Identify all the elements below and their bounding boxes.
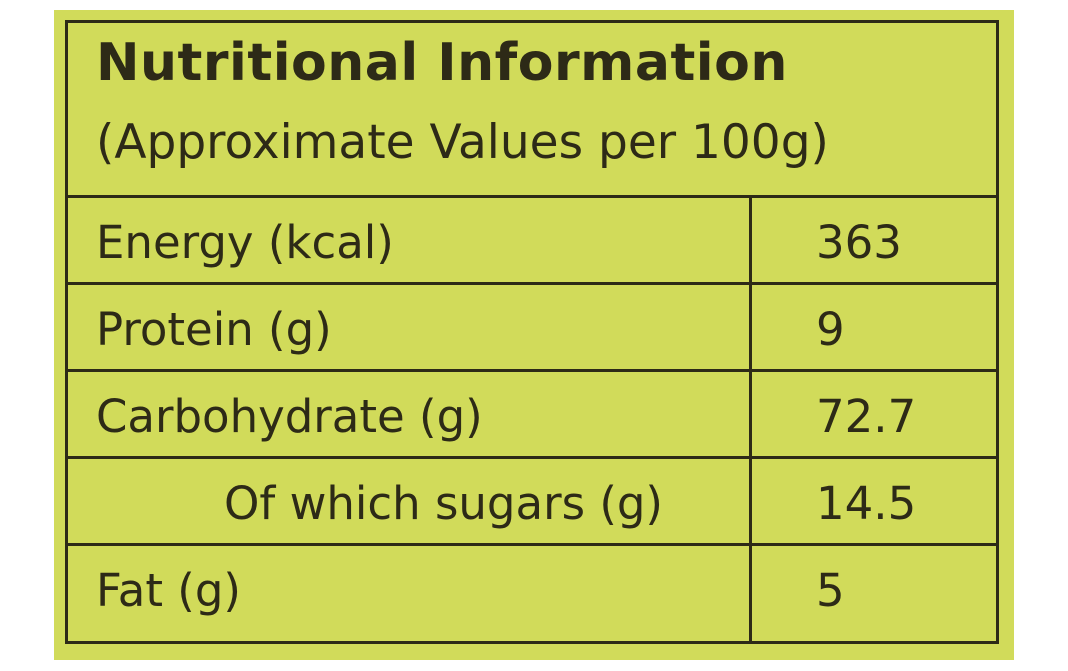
nutrient-label: Of which sugars (g) bbox=[224, 477, 663, 530]
table-subtitle: (Approximate Values per 100g) bbox=[96, 115, 829, 170]
nutrient-label: Carbohydrate (g) bbox=[96, 390, 483, 443]
nutrient-value: 72.7 bbox=[816, 390, 917, 443]
label-background bbox=[54, 10, 1014, 660]
table-row-energy: Energy (kcal) 363 bbox=[68, 198, 996, 285]
nutrition-table: Nutritional Information (Approximate Val… bbox=[65, 20, 999, 644]
nutrient-label: Fat (g) bbox=[96, 564, 241, 617]
nutrient-value: 363 bbox=[816, 216, 902, 269]
nutrient-value: 14.5 bbox=[816, 477, 917, 530]
nutrient-value: 9 bbox=[816, 303, 845, 356]
table-row-fat: Fat (g) 5 bbox=[68, 546, 996, 633]
nutrient-value: 5 bbox=[816, 564, 845, 617]
table-row-sugars: Of which sugars (g) 14.5 bbox=[68, 459, 996, 546]
nutrient-label: Energy (kcal) bbox=[96, 216, 394, 269]
table-title: Nutritional Information bbox=[96, 33, 788, 93]
table-row-carbohydrate: Carbohydrate (g) 72.7 bbox=[68, 372, 996, 459]
column-divider bbox=[749, 198, 752, 644]
table-header: Nutritional Information (Approximate Val… bbox=[68, 23, 996, 198]
table-row-protein: Protein (g) 9 bbox=[68, 285, 996, 372]
nutrient-label: Protein (g) bbox=[96, 303, 332, 356]
